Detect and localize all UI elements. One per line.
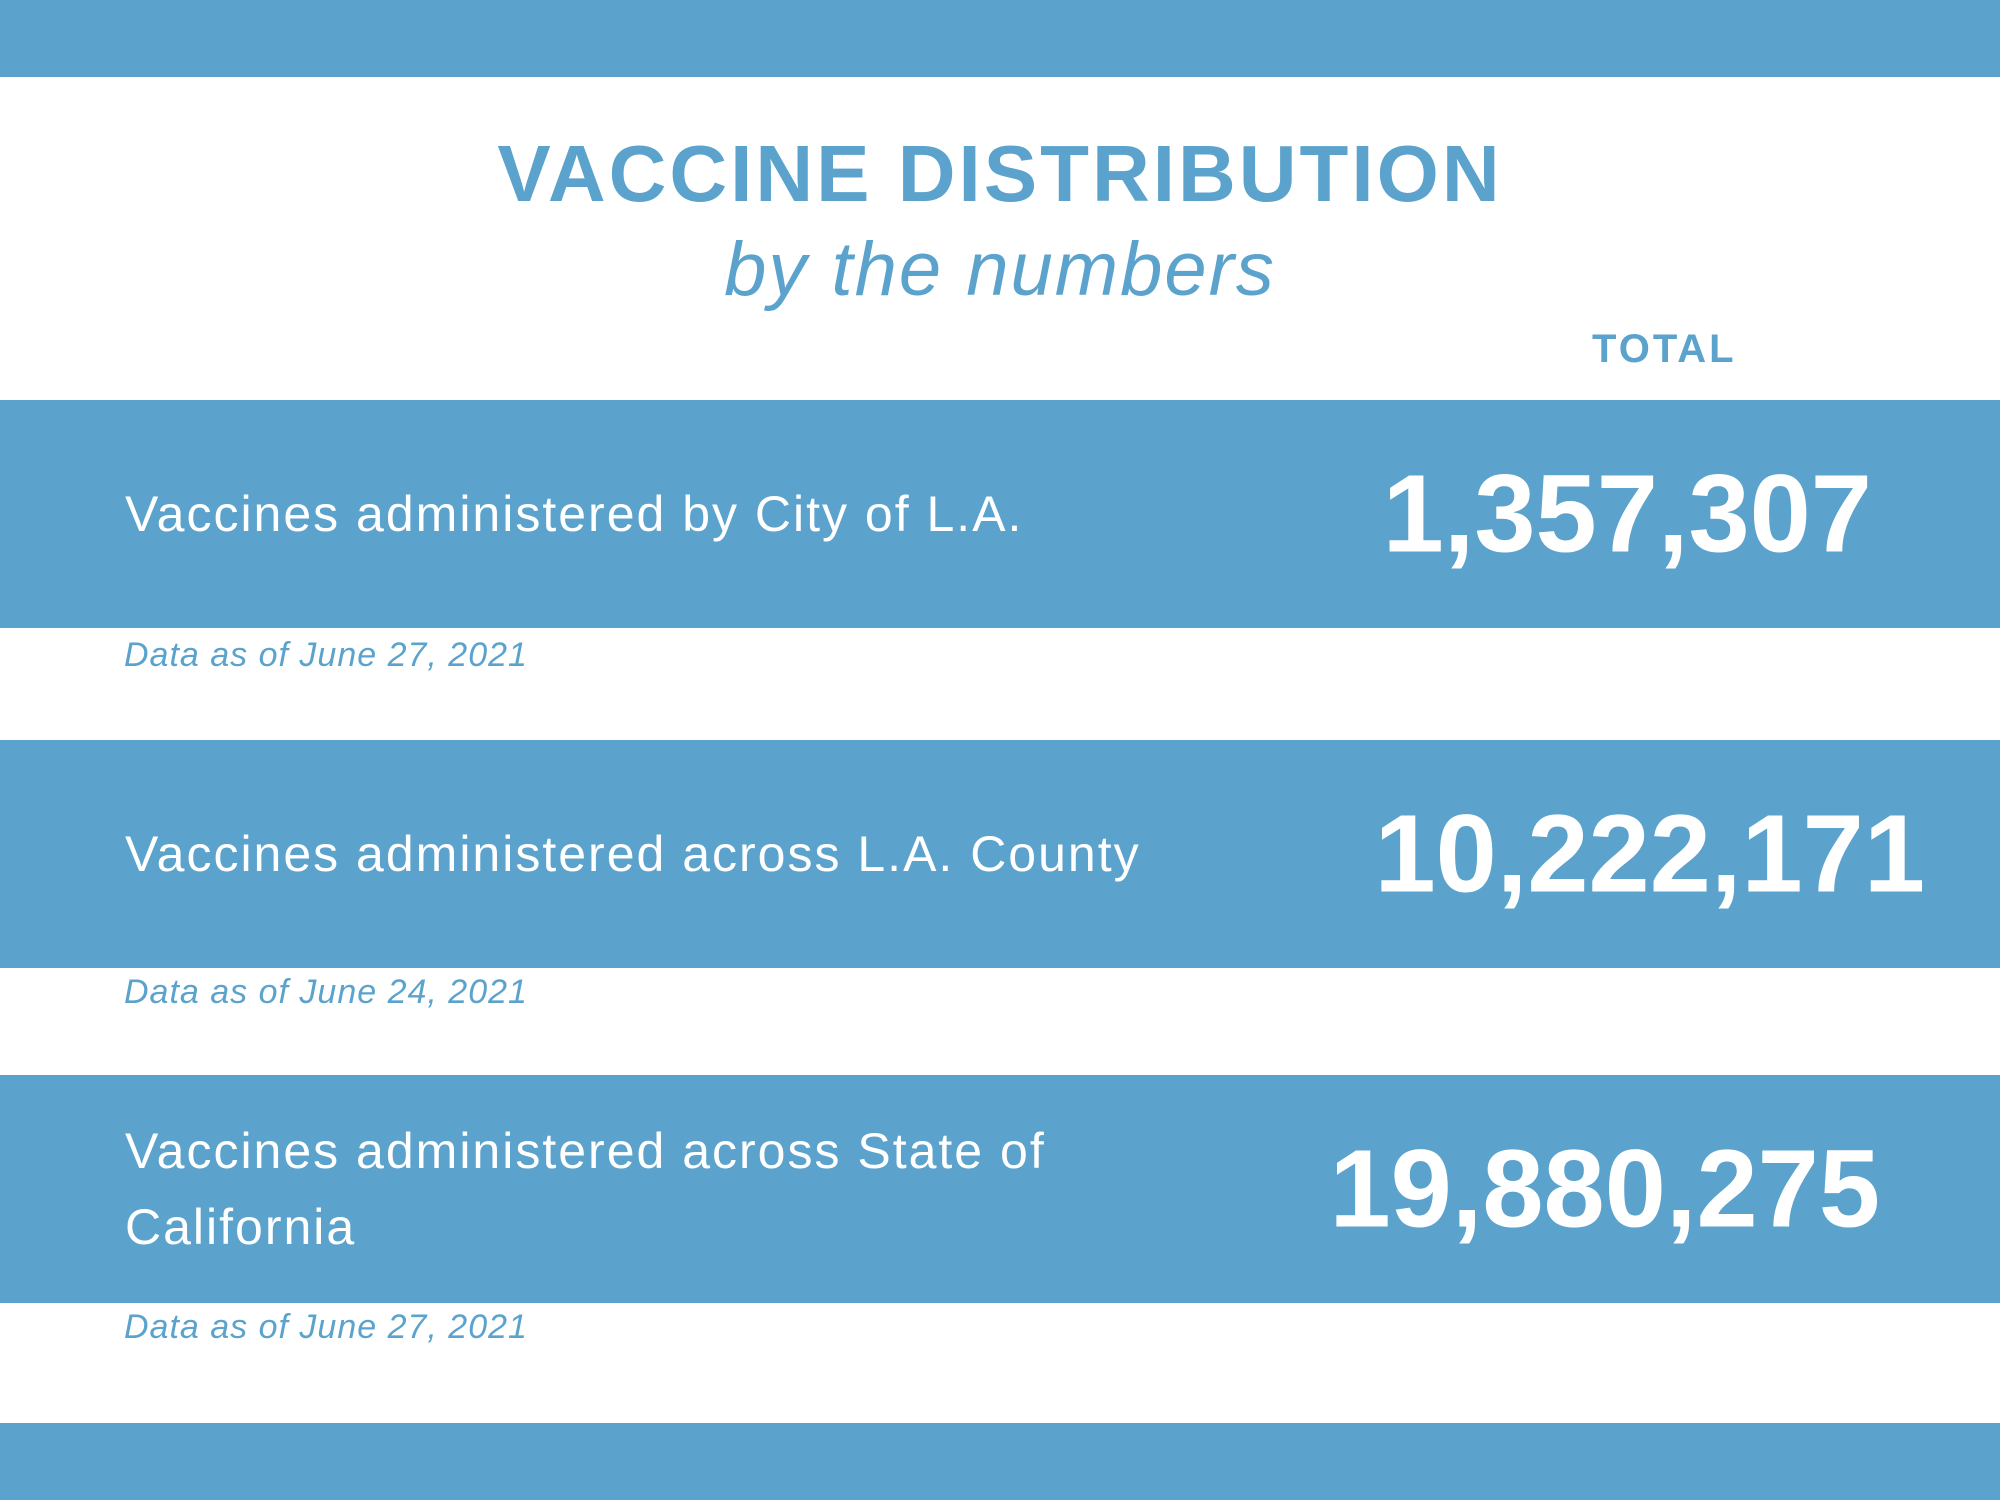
total-column-header: TOTAL: [1592, 327, 1737, 371]
stat-label: Vaccines administered by City of L.A.: [125, 486, 1024, 542]
stat-date: Data as of June 24, 2021: [124, 973, 528, 1011]
page-subtitle: by the numbers: [724, 227, 1276, 312]
page-title: VACCINE DISTRIBUTION: [497, 129, 1503, 218]
stat-value: 10,222,171: [1374, 792, 1925, 916]
top-banner: [0, 0, 2000, 77]
stat-row-city: Vaccines administered by City of L.A. 1,…: [0, 400, 2000, 628]
stat-row-state: Vaccines administered across State of Ca…: [0, 1075, 2000, 1303]
stat-value: 19,880,275: [1329, 1127, 1880, 1251]
bottom-banner: [0, 1423, 2000, 1500]
stat-value: 1,357,307: [1382, 452, 1872, 576]
stat-label: Vaccines administered across L.A. County: [125, 826, 1141, 882]
stat-label: Vaccines administered across State of Ca…: [125, 1123, 1046, 1255]
stat-date: Data as of June 27, 2021: [124, 636, 528, 674]
stat-row-county: Vaccines administered across L.A. County…: [0, 740, 2000, 968]
stat-date: Data as of June 27, 2021: [124, 1308, 528, 1346]
